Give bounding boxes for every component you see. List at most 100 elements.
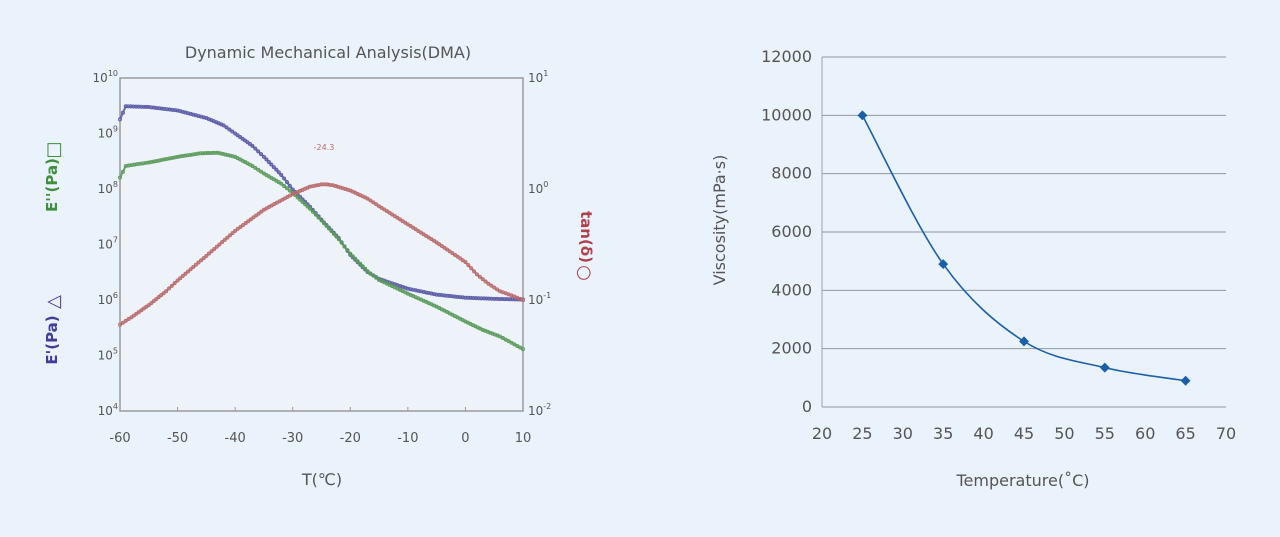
dma-series-point [269, 162, 274, 167]
viscosity-x-tick-label: 70 [1216, 424, 1236, 443]
viscosity-data-point [938, 259, 949, 270]
dma-series-point [123, 318, 128, 323]
dma-series-point [300, 199, 305, 204]
dma-series-point [408, 287, 413, 292]
viscosity-y-axis-label: Viscosity(mPa·s) [710, 155, 729, 286]
dma-series-point [316, 215, 321, 220]
dma-x-tick-label: -50 [167, 431, 188, 446]
dma-series-point [489, 296, 494, 301]
dma-series-point [149, 301, 154, 306]
dma-series-point [413, 288, 418, 293]
dma-series-point [348, 251, 353, 256]
dma-x-tick-label: -30 [282, 431, 303, 446]
dma-series-point [149, 160, 154, 165]
dma-series-point [271, 165, 276, 170]
dma-series-point [188, 267, 193, 272]
viscosity-x-axis-label: Temperature(˚C) [955, 471, 1089, 490]
dma-series-point [196, 260, 201, 265]
dma-series-point [439, 293, 444, 298]
dma-series-point [215, 150, 220, 155]
dma-series-point [480, 277, 485, 282]
dma-series-point [123, 104, 128, 109]
dma-y-right-label-group: tan(δ) ○ [574, 211, 595, 281]
dma-series-point [437, 292, 442, 297]
viscosity-x-tick-label: 45 [1014, 424, 1034, 443]
dma-series-point [175, 108, 180, 113]
dma-series-point [321, 221, 326, 226]
dma-series-point [521, 347, 526, 352]
dma-series-point [235, 226, 240, 231]
dma-series-point [310, 209, 315, 214]
dma-y-left-secondary-label: E''(Pa) [43, 158, 61, 212]
dma-series-point [256, 211, 261, 216]
dma-series-point [450, 294, 455, 299]
dma-series-point [447, 249, 452, 254]
dma-series-point [118, 322, 123, 327]
dma-series-point [186, 269, 191, 274]
dma-y-left-tick-label: 106 [98, 291, 118, 307]
dma-series-point [220, 151, 225, 156]
dma-series-point [210, 150, 215, 155]
dma-series-point [218, 151, 223, 156]
dma-series-point [188, 152, 193, 157]
dma-series-point [303, 202, 308, 207]
viscosity-x-tick-labels: 20 25 30 35 40 45 50 55 60 65 70 [812, 424, 1236, 443]
dma-series-point [165, 156, 170, 161]
dma-series-point [212, 247, 217, 252]
dma-series-point [217, 242, 222, 247]
dma-series-point [353, 256, 358, 261]
dma-series-point [254, 213, 259, 218]
dma-series-point [445, 247, 450, 252]
dma-series-point [484, 296, 489, 301]
dma-series-point [287, 188, 292, 193]
dma-series-point [183, 110, 188, 115]
dma-series-point [196, 151, 201, 156]
dma-series-point [233, 228, 238, 233]
dma-series-point [479, 296, 484, 301]
viscosity-y-tick-label: 2000 [771, 339, 812, 358]
dma-series-point [426, 290, 431, 295]
dma-series-point [118, 117, 123, 122]
dma-x-tick-label: 0 [461, 431, 469, 446]
triangle-icon: △ [43, 295, 64, 309]
dma-series-point [460, 258, 465, 263]
dma-series-point [319, 218, 324, 223]
dma-series-point [442, 293, 447, 298]
dma-series-point [455, 294, 460, 299]
dma-series-point [437, 242, 442, 247]
dma-series-point [178, 109, 183, 114]
dma-series-point [250, 163, 255, 168]
dma-series-point [329, 229, 334, 234]
dma-series-point [282, 183, 287, 188]
dma-series-point [447, 294, 452, 299]
dma-series-point [424, 290, 429, 295]
dma-series-point [418, 289, 423, 294]
circle-icon: ○ [574, 265, 595, 281]
dma-series-point [154, 105, 159, 110]
dma-series-point [196, 113, 201, 118]
dma-series-point [172, 281, 177, 286]
viscosity-x-tick-label: 35 [933, 424, 953, 443]
dma-series-point [503, 337, 508, 342]
dma-series-point [186, 111, 191, 116]
dma-series-point [167, 107, 172, 112]
dma-series-point [495, 287, 500, 292]
dma-series-point [509, 340, 514, 345]
dma-series-point [248, 217, 253, 222]
dma-series-point [355, 259, 360, 264]
viscosity-data-point [1019, 336, 1029, 347]
dma-y-left-tick-label: 107 [98, 236, 118, 252]
dma-series-point [227, 233, 232, 238]
dma-series-point [169, 283, 174, 288]
dma-series-point [335, 184, 340, 189]
dma-series-point [458, 295, 463, 300]
dma-series-point [502, 297, 507, 302]
viscosity-x-tick-label: 55 [1095, 424, 1115, 443]
dma-series-point [204, 253, 209, 258]
dma-series-group [118, 104, 526, 411]
viscosity-x-tick-label: 25 [852, 424, 872, 443]
dma-series-point [338, 185, 343, 190]
dma-y-left-tick-label: 104 [98, 402, 118, 418]
dma-series-point [183, 153, 188, 158]
dma-series-point [191, 265, 196, 270]
